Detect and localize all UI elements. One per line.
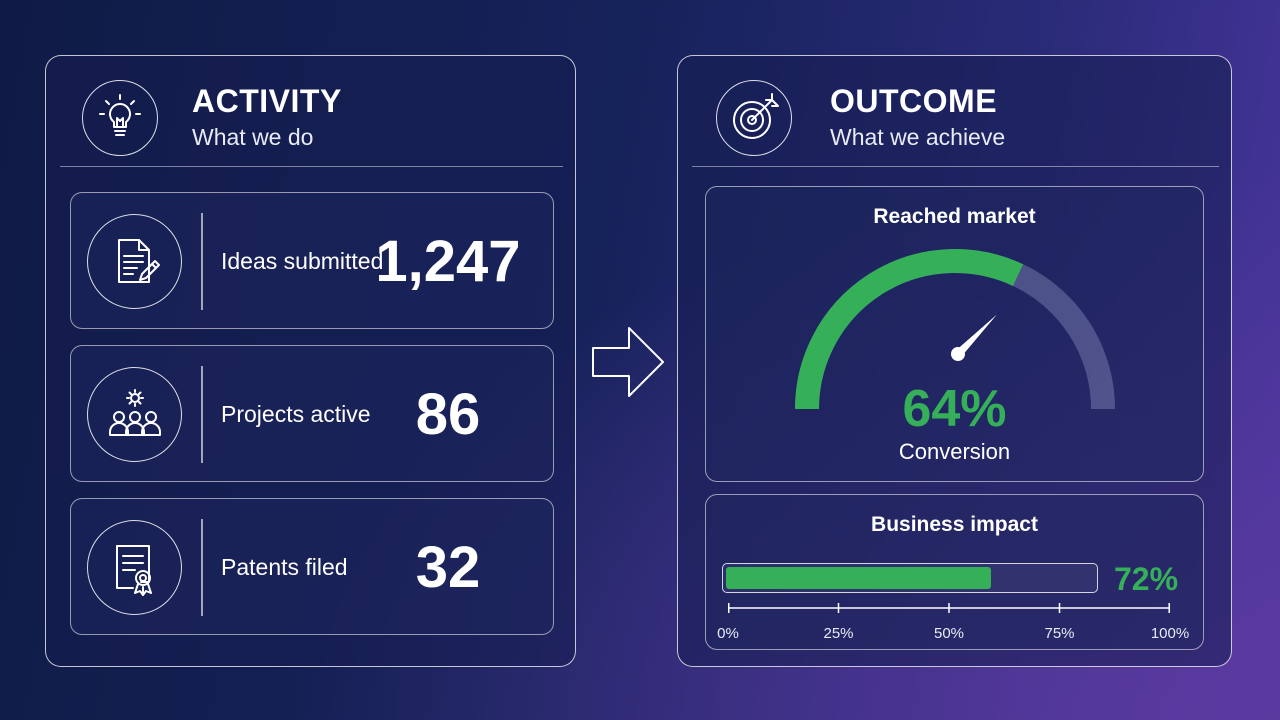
metric-label: Patents filed: [221, 554, 348, 580]
outcome-subtitle: What we achieve: [830, 124, 1006, 150]
metric-value: 86: [415, 382, 481, 447]
conversion-gauge: [795, 249, 1115, 410]
metric-separator: [201, 519, 203, 616]
gauge-hub: [951, 347, 965, 361]
metric-separator: [201, 366, 203, 463]
metric-label: Ideas submitted: [221, 248, 384, 274]
metric-card-ideas: Ideas submitted 1,247: [70, 192, 554, 329]
gauge-fill: [795, 249, 1024, 410]
progress-value: 72%: [1114, 561, 1179, 597]
outcome-divider: [692, 166, 1219, 167]
metric-separator: [201, 213, 203, 310]
lightbulb-icon: [82, 80, 158, 156]
progress-tick-label: 25%: [823, 625, 854, 642]
document-edit-icon: [87, 214, 182, 309]
target-icon: [716, 80, 792, 156]
gauge-card: Reached market 64% Conversion: [705, 186, 1204, 482]
impact-card: Business impact 72% 0% 25% 50% 75% 100%: [705, 494, 1204, 650]
metric-card-projects: Projects active 86: [70, 345, 554, 482]
gauge-label: Conversion: [898, 439, 1011, 464]
metric-label: Projects active: [221, 401, 371, 427]
progress-tick-label: 50%: [933, 625, 965, 642]
progress-axis: [728, 603, 1170, 613]
activity-subtitle: What we do: [192, 124, 314, 150]
progress-track: [722, 563, 1098, 593]
progress-fill: [726, 567, 991, 589]
progress-tick-label: 0%: [717, 625, 739, 642]
metric-value: 1,247: [375, 229, 521, 294]
arrow-right-icon: [591, 326, 665, 403]
gauge-value: 64%: [902, 380, 1007, 438]
activity-divider: [60, 166, 563, 167]
metric-value: 32: [415, 535, 481, 600]
metric-card-patents: Patents filed 32: [70, 498, 554, 635]
activity-title: ACTIVITY: [192, 83, 342, 119]
outcome-panel: OUTCOME What we achieve Reached market 6…: [677, 55, 1232, 667]
outcome-title: OUTCOME: [830, 83, 998, 119]
impact-title: Business impact: [871, 513, 1038, 536]
activity-panel: ACTIVITY What we do Ideas submitted 1,24…: [45, 55, 576, 667]
progress-tick-label: 100%: [1150, 625, 1190, 642]
certificate-icon: [87, 520, 182, 615]
gauge-title: Reached market: [873, 205, 1036, 228]
progress-tick-label: 75%: [1044, 625, 1075, 642]
team-gear-icon: [87, 367, 182, 462]
